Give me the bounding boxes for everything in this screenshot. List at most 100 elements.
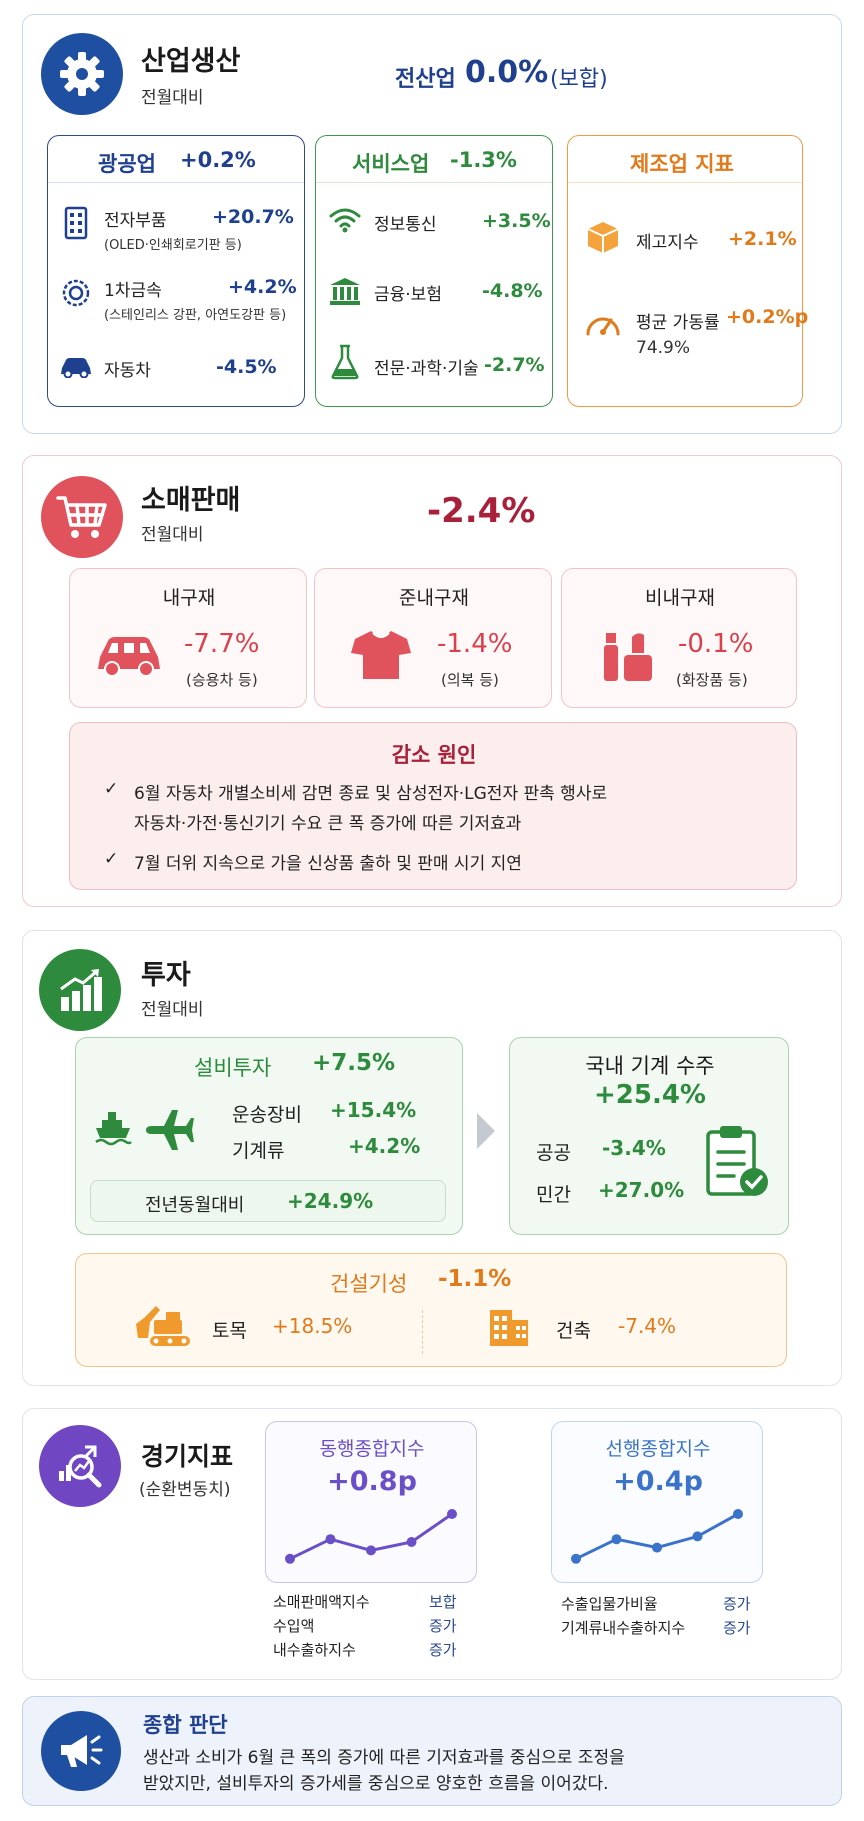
cart-icon: [56, 496, 107, 538]
facility-item-label: 운송장비: [232, 1104, 302, 1126]
manufacturing-item-label: 제고지수: [636, 233, 699, 253]
semi-durable-card: 준내구재 -1.4% (의복 등): [314, 568, 552, 708]
analysis-icon-circle: [39, 1425, 121, 1507]
manufacturing-item-value: +2.1%: [728, 228, 797, 250]
facility-investment-card: 설비투자 +7.5% 운송장비 +15.4% 기계류 +4.2% 전년동월대비 …: [75, 1037, 463, 1235]
car-icon: [61, 358, 91, 378]
industrial-section: 산업생산 전월대비 전산업 0.0% (보합) 광공업 +0.2% 전자부품 +…: [22, 14, 842, 434]
section-title: 산업생산: [141, 46, 241, 77]
coincident-item-label: 수입액: [273, 1617, 315, 1635]
magnifier-chart-icon: [59, 1445, 102, 1488]
facility-item-label: 기계류: [232, 1140, 285, 1162]
facility-item-value: +4.2%: [348, 1134, 421, 1158]
gauge-icon: [586, 317, 620, 336]
total-industry-note: (보합): [550, 67, 608, 92]
summary-title: 종합 판단: [143, 1713, 228, 1737]
construction-item-label: 토목: [212, 1320, 247, 1342]
shirt-icon: [351, 631, 411, 679]
leading-item-label: 기계류내수출하지수: [561, 1619, 686, 1637]
category-value: -7.7%: [184, 629, 260, 659]
car-icon: [98, 637, 160, 677]
mining-item-note: (스테인리스 강판, 아연도강판 등): [104, 308, 287, 323]
total-industry-value: 0.0%: [465, 55, 549, 90]
arrow-right-icon: [477, 1113, 495, 1149]
section-title: 경기지표: [141, 1442, 234, 1471]
section-title: 투자: [141, 960, 191, 991]
mining-item-label: 1차금속: [104, 281, 162, 301]
dashed-divider: [422, 1310, 423, 1354]
service-item-value: -2.7%: [484, 354, 545, 376]
coincident-point: [406, 1537, 417, 1547]
construction-title: 건설기성: [330, 1272, 408, 1296]
yoy-label: 전년동월대비: [145, 1195, 245, 1216]
leading-sparkline: [571, 1509, 743, 1564]
coincident-item-label: 내수출하지수: [273, 1641, 356, 1659]
facility-value: +7.5%: [312, 1050, 396, 1076]
leading-point: [692, 1531, 703, 1542]
leading-point: [733, 1509, 743, 1519]
indicators-section: 경기지표 (순환변동치) 동행종합지수 +0.8p 소매판매액지수 보합 수입액…: [22, 1408, 842, 1680]
leading-point: [571, 1553, 581, 1564]
orders-item-value: -3.4%: [602, 1136, 666, 1160]
manufacturing-title: 제조업 지표: [630, 152, 734, 176]
service-value: -1.3%: [450, 148, 517, 172]
check-icon: ✓: [104, 849, 119, 869]
summary-section: 종합 판단 생산과 소비가 6월 큰 폭의 증가에 따른 기저효과를 중심으로 …: [22, 1696, 842, 1806]
coincident-point: [285, 1553, 295, 1564]
reason-text: 7월 더위 지속으로 가을 신상품 출하 및 판매 시기 지연: [134, 854, 522, 874]
leading-item-label: 수출입물가비율: [561, 1595, 658, 1613]
divider: [316, 182, 552, 183]
metal-icon: [62, 279, 90, 307]
category-note: (화장품 등): [676, 671, 748, 689]
leading-title: 선행종합지수: [605, 1438, 711, 1460]
category-note: (승용차 등): [186, 671, 258, 689]
leading-item-status: 증가: [723, 1619, 751, 1637]
category-title: 내구재: [162, 587, 216, 609]
mining-item-value: -4.5%: [216, 356, 277, 378]
mining-item-value: +20.7%: [212, 206, 294, 228]
facility-item-value: +15.4%: [330, 1098, 417, 1122]
flask-icon: [331, 344, 359, 380]
coincident-item-status: 증가: [429, 1617, 457, 1635]
coincident-point: [366, 1545, 376, 1556]
manufacturing-item-label: 평균 가동률: [636, 313, 720, 333]
construction-card: 건설기성 -1.1% 토목 +18.5% 건축 -7.4%: [75, 1253, 787, 1367]
coincident-item-status: 보합: [429, 1593, 457, 1611]
yoy-value: +24.9%: [287, 1189, 374, 1213]
investment-section: 투자 전월대비 설비투자 +7.5% 운송장비 +15.4% 기계류 +4.2%…: [22, 930, 842, 1386]
coincident-item-status: 증가: [429, 1641, 457, 1659]
category-title: 준내구재: [399, 587, 469, 609]
gear-icon-circle: [41, 33, 123, 115]
service-title: 서비스업: [352, 152, 430, 176]
coincident-index-card: 동행종합지수 +0.8p: [265, 1421, 477, 1583]
ship-icon: [95, 1112, 132, 1146]
chart-icon-circle: [39, 949, 121, 1031]
airplane-icon: [146, 1110, 194, 1150]
section-subtitle: 전월대비: [141, 525, 204, 545]
mining-card: 광공업 +0.2% 전자부품 +20.7% (OLED·인쇄회로기판 등) 1차…: [47, 135, 305, 407]
reason-text: 자동차·가전·통신기기 수요 큰 폭 증가에 따른 기저효과: [134, 814, 522, 834]
section-title: 소매판매: [141, 485, 241, 516]
service-card: 서비스업 -1.3% 정보통신 +3.5% 금융·보험 -4.8% 전문·과학·…: [315, 135, 553, 407]
summary-line: 생산과 소비가 6월 큰 폭의 증가에 따른 기저효과를 중심으로 조정을: [143, 1748, 625, 1768]
construction-item-value: -7.4%: [618, 1314, 677, 1338]
construction-value: -1.1%: [438, 1266, 512, 1292]
durable-card: 내구재 -7.7% (승용차 등): [69, 568, 307, 708]
manufacturing-item-value: +0.2%p: [726, 306, 809, 328]
section-subtitle: (순환변동치): [139, 1480, 231, 1500]
facility-title: 설비투자: [194, 1056, 272, 1080]
mining-item-note: (OLED·인쇄회로기판 등): [104, 238, 242, 253]
orders-item-value: +27.0%: [598, 1178, 685, 1202]
coincident-value: +0.8p: [327, 1466, 417, 1497]
mining-item-label: 전자부품: [104, 211, 167, 231]
gear-icon: [60, 52, 104, 96]
mining-item-label: 자동차: [104, 361, 151, 381]
cosmetics-icon: [604, 633, 652, 681]
leading-index-card: 선행종합지수 +0.4p: [551, 1421, 763, 1583]
service-item-label: 금융·보험: [374, 285, 442, 305]
construction-item-label: 건축: [556, 1320, 591, 1342]
growth-chart-icon: [60, 969, 102, 1011]
cart-icon-circle: [41, 476, 123, 558]
mining-item-value: +4.2%: [228, 276, 297, 298]
leading-point: [652, 1542, 662, 1553]
